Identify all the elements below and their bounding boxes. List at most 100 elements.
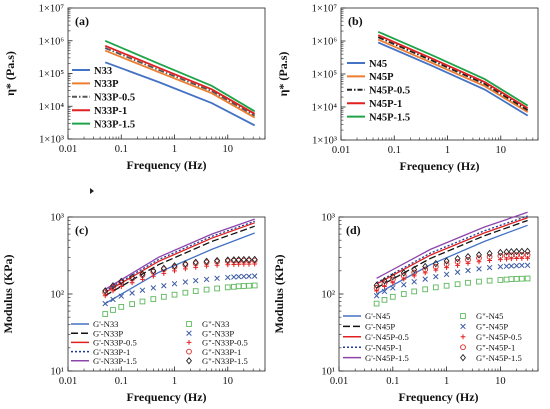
data-point [102,311,109,317]
y-tick-label: 10³ [50,213,64,224]
legend-swatch [460,353,466,362]
data-point [203,286,210,293]
x-tick-label: 0.1 [388,145,401,156]
data-point [102,300,108,307]
data-point [381,288,388,295]
series-line-gd-n33p-0_5 [104,222,255,293]
data-point [129,301,135,307]
x-tick-label: 0.01 [59,144,77,155]
data-point [401,281,407,288]
legend-label: G'-N33P-0.5 [93,338,137,348]
legend-label: G'-N45P [365,322,395,332]
y-axis-title: Modulus (KPa) [272,254,286,333]
data-point [129,290,135,296]
legend-label: G"-N33P-1.5 [202,356,248,366]
legend-label: G"-N45P-1.5 [476,353,522,363]
legend-label: G"-N45P-0.5 [476,332,522,342]
legend-swatch [186,357,192,365]
data-point [214,285,220,292]
series-line-n33p [104,49,256,119]
data-point [382,284,387,289]
legend-swatch [460,344,466,351]
data-point [389,293,396,300]
legend-label: N45P [369,72,394,83]
data-point [513,247,520,256]
y-tick-label: 1×10⁴ [312,103,338,114]
x-tick-label: 0.01 [59,376,77,387]
series-markers-gdd-n45p-1 [373,252,531,291]
data-point [214,275,220,282]
y-tick-label: 1×10⁴ [39,102,65,113]
chart-panel--b-: 0.01 0.1 1 10 1×10³ 1×10⁴ 1×10⁵ 1×10⁶ 1×10⁷ Frequ… [276,4,539,173]
data-point [422,270,428,276]
y-axis-title: Modulus (KPa) [1,254,15,333]
x-axis-title: Frequency (Hz) [126,390,206,404]
y-axis-ticks: 10¹ 10² 10³ [321,213,344,378]
y-axis-ticks: 1×10³ 1×10⁴ 1×10⁵ 1×10⁶ 1×10⁷ [39,4,73,146]
data-point [240,255,247,264]
y-tick-label: 10¹ [321,367,335,378]
chart-panel--a-: 0.01 0.1 1 10 1×10³ 1×10⁴ 1×10⁵ 1×10⁶ 1×10⁷ Frequ… [3,4,266,172]
y-tick-label: 1×10³ [39,135,64,146]
panel-label: (b) [348,14,363,28]
series-markers-gdd-n33 [102,282,258,317]
data-point [171,291,178,298]
legend-label: N45 [369,59,387,70]
data-point [230,256,237,264]
x-axis-ticks: 0.01 0.1 1 10 [59,366,234,387]
legend-swatch [186,340,192,345]
data-point [400,291,407,297]
series-line-gd-n33 [104,232,255,305]
y-tick-label: 1×10⁷ [312,4,338,15]
data-point [524,247,531,256]
data-point [433,267,439,273]
series-line-gd-n45 [376,224,528,295]
data-point [432,259,439,268]
data-point [118,304,125,310]
legend-label: G'-N33P-1.5 [93,356,137,366]
data-point [110,296,116,303]
data-point [518,252,525,258]
x-minor-ticks [356,137,539,140]
data-point [245,255,252,264]
data-point [513,276,520,282]
data-point [400,273,407,279]
data-point [230,283,237,290]
legend-swatch [460,323,466,330]
data-point [524,262,531,269]
data-point [422,262,429,271]
data-point [465,256,471,263]
x-tick-label: 1 [172,144,177,155]
y-tick-label: 10¹ [50,367,64,378]
chart-panel--d-: 0.01 0.1 1 10 10¹ 10² 10³ Frequency (Hz) Modulus… [272,211,539,404]
data-point [497,248,504,257]
x-minor-ticks [354,368,539,371]
data-point [519,255,525,261]
data-point [508,263,515,269]
legend-swatch [460,334,466,340]
data-point [443,261,450,268]
y-tick-label: 10³ [321,213,335,224]
y-axis-ticks: 1×10³ 1×10⁴ 1×10⁵ 1×10⁶ 1×10⁷ [312,4,346,147]
series-line-n45p-1_5 [377,30,529,107]
legend-label: G"-N33P [202,328,234,338]
x-tick-label: 10 [495,376,506,387]
data-point [224,284,231,291]
x-tick-label: 0.01 [332,145,350,156]
series-line-gd-n45p-1_5 [376,211,528,279]
data-point [373,300,380,307]
data-point [373,281,380,289]
x-tick-label: 10 [223,376,234,387]
data-point [519,262,525,269]
data-point [102,289,109,296]
data-point [118,277,125,286]
data-point [401,276,407,282]
data-point [443,257,450,265]
x-axis-ticks: 0.01 0.1 1 10 [59,134,233,155]
series-markers-gdd-n45p [373,262,531,299]
panel-label: (d) [346,223,361,237]
legend-label: G'-N33 [93,319,118,329]
x-tick-label: 10 [496,145,507,156]
series-group [104,39,256,127]
